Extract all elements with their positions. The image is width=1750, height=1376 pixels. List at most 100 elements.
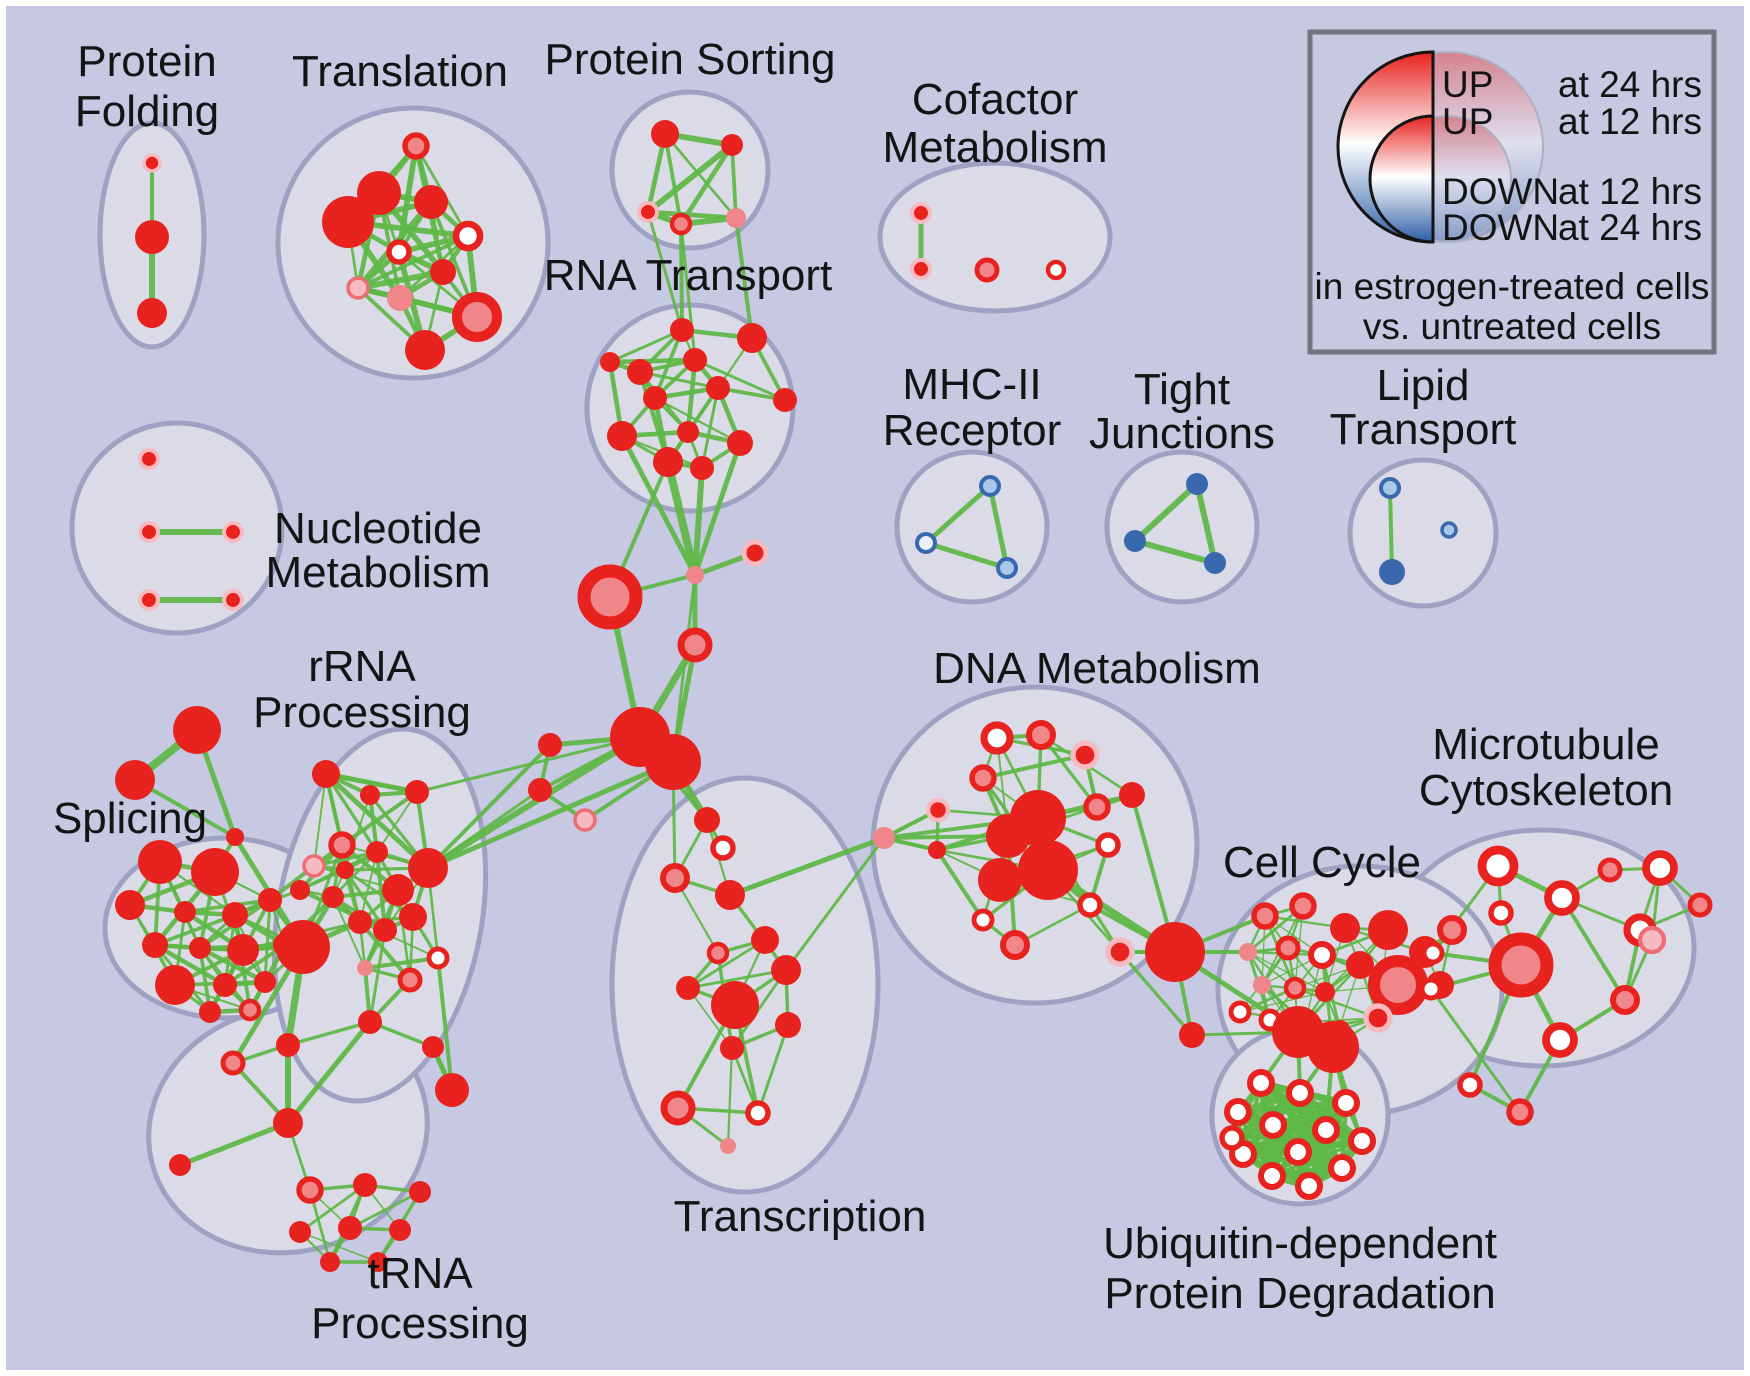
node-red — [1315, 982, 1335, 1002]
node-red — [174, 901, 196, 923]
node-pink — [1253, 976, 1271, 994]
node-pink — [726, 208, 746, 228]
node-white — [1488, 900, 1514, 926]
node-white — [1258, 1110, 1288, 1140]
node-blue — [1186, 473, 1208, 495]
node-red — [715, 880, 745, 910]
node-red — [399, 903, 427, 931]
node-red — [627, 359, 653, 385]
edge — [607, 357, 698, 365]
node-white — [1045, 259, 1067, 281]
node-white — [1307, 940, 1337, 970]
node-red — [422, 1036, 444, 1058]
node-red — [711, 981, 759, 1029]
node-pinkC — [1083, 793, 1111, 821]
edge — [324, 772, 379, 854]
edge — [679, 222, 697, 362]
node-halo — [221, 588, 245, 612]
cluster-region-cf — [877, 160, 1113, 314]
node-pinkC — [452, 292, 502, 342]
edge — [608, 328, 684, 364]
nodes-layer — [115, 120, 1713, 1272]
node-halo — [1363, 1003, 1393, 1033]
node-white — [1077, 892, 1103, 918]
node-pinkC — [1275, 935, 1301, 961]
node-white — [1223, 1097, 1253, 1127]
node-red — [368, 1252, 388, 1272]
node-red — [1307, 1021, 1359, 1073]
cluster-region-nm — [69, 420, 285, 636]
node-red — [607, 421, 637, 451]
edge — [1194, 481, 1218, 566]
edge — [153, 913, 237, 947]
node-red — [382, 874, 414, 906]
node-pink — [873, 827, 895, 849]
node-red — [405, 780, 429, 804]
node-white — [1246, 1068, 1276, 1098]
node-blueLight — [995, 556, 1019, 580]
edge — [686, 968, 788, 990]
node-pinkC — [669, 212, 693, 236]
cluster-label-tn: tRNA Processing — [311, 1249, 529, 1348]
node-red — [737, 323, 767, 353]
node-red — [600, 352, 620, 372]
node-red — [389, 1219, 411, 1241]
node-white — [1347, 1126, 1377, 1156]
edge — [426, 788, 542, 870]
edge — [686, 938, 767, 990]
node-red — [173, 706, 221, 754]
edge — [313, 773, 327, 867]
node-pinkC — [220, 1050, 246, 1076]
node-blueWhite — [914, 531, 938, 555]
edge — [693, 358, 787, 402]
node-red — [348, 910, 372, 934]
cluster-label-tr: Translation — [292, 47, 508, 96]
cluster-label-rr: rRNA Processing — [253, 642, 471, 737]
node-halo — [142, 153, 162, 173]
node-red — [751, 926, 779, 954]
node-red — [360, 785, 380, 805]
edge — [671, 573, 697, 764]
edge — [263, 898, 272, 984]
node-red — [720, 1036, 744, 1060]
node-red — [409, 1181, 431, 1203]
cluster-label-ub: Ubiquitin-dependent Protein Degradation — [1103, 1219, 1497, 1318]
edge — [1293, 986, 1380, 1020]
edge — [1388, 486, 1394, 574]
legend-time-label: at 24 hrs — [1558, 64, 1702, 105]
node-red — [683, 348, 707, 372]
node-red — [405, 330, 445, 370]
edge — [726, 1046, 734, 1148]
node-blue — [1379, 559, 1405, 585]
legend-time-label: at 12 hrs — [1558, 101, 1702, 142]
node-white — [1477, 845, 1519, 887]
node-pinkC — [1687, 892, 1713, 918]
edge — [679, 222, 684, 332]
edge — [285, 1019, 373, 1126]
edge — [324, 772, 419, 794]
legend-direction-label: UP — [1442, 64, 1493, 105]
node-red — [676, 976, 700, 1000]
node-pinkC — [238, 998, 262, 1022]
edge — [436, 956, 454, 1092]
edge — [1234, 1099, 1350, 1116]
cluster-label-rt: RNA Transport — [544, 251, 833, 300]
cluster-region-mh — [894, 449, 1050, 605]
node-halo — [137, 520, 161, 544]
node-blue — [1204, 552, 1226, 574]
node-red — [357, 171, 401, 215]
node-red — [1018, 840, 1078, 900]
legend-box — [1307, 29, 1717, 355]
node-red — [222, 902, 248, 928]
node-red — [775, 1012, 801, 1038]
node-white — [1228, 1000, 1252, 1024]
edge — [934, 847, 986, 923]
node-halo — [221, 520, 245, 544]
node-white — [1331, 1088, 1361, 1118]
cluster-region-tj — [1104, 449, 1260, 605]
node-red — [338, 1216, 362, 1240]
edge — [663, 132, 738, 220]
edge — [223, 943, 287, 987]
legend-time-label: at 12 hrs — [1558, 171, 1702, 212]
